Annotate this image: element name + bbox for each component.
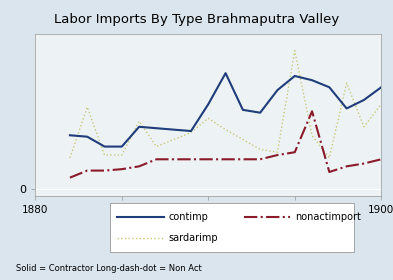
FancyBboxPatch shape [110, 203, 354, 252]
Text: sardarimp: sardarimp [169, 233, 218, 243]
Text: Labor Imports By Type Brahmaputra Valley: Labor Imports By Type Brahmaputra Valley [54, 13, 339, 25]
Text: contimp: contimp [169, 212, 208, 222]
X-axis label: year: year [196, 216, 221, 227]
Text: nonactimport: nonactimport [295, 212, 361, 222]
Text: Solid = Contractor Long-dash-dot = Non Act: Solid = Contractor Long-dash-dot = Non A… [16, 264, 202, 273]
